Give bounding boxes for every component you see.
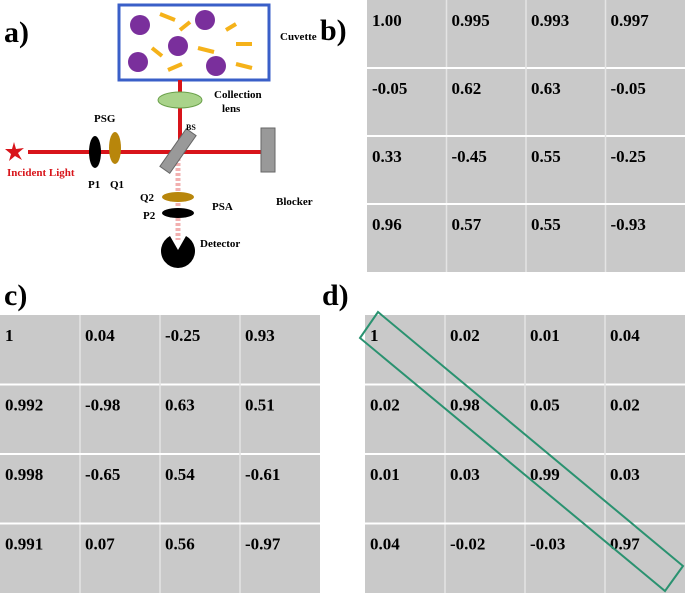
cell: -0.05 [611, 79, 646, 98]
label: P2 [143, 210, 156, 222]
label: BS [186, 123, 196, 132]
cell: 0.99 [530, 465, 560, 484]
cell: 0.02 [450, 326, 480, 345]
panel-label: b) [320, 14, 347, 47]
cell: -0.65 [85, 465, 120, 484]
waveplate [162, 192, 194, 202]
polarizer [162, 208, 194, 218]
cell: 0.01 [530, 326, 560, 345]
cell: -0.97 [245, 535, 281, 554]
beam-splitter [159, 128, 197, 174]
cell: 0.63 [531, 79, 561, 98]
cell: 0.93 [245, 326, 275, 345]
label: PSG [94, 113, 116, 125]
cell: 0.992 [5, 396, 43, 415]
cell: 0.04 [610, 326, 640, 345]
cell: -0.02 [450, 535, 485, 554]
cell: 0.51 [245, 396, 275, 415]
label: Collection [214, 89, 262, 101]
cell: 0.02 [370, 396, 400, 415]
cell: 0.993 [531, 11, 569, 30]
diagonal-highlight [358, 310, 685, 593]
blocker [260, 127, 276, 173]
cell: 0.02 [610, 396, 640, 415]
cell: 0.63 [165, 396, 195, 415]
lens [157, 91, 203, 109]
cell: 0.05 [530, 396, 560, 415]
cell: -0.05 [372, 79, 407, 98]
cell: -0.61 [245, 465, 280, 484]
label: Detector [200, 238, 240, 250]
label: P1 [88, 179, 100, 191]
polarizer [89, 136, 101, 168]
cell: -0.45 [452, 147, 487, 166]
cell: 1.00 [372, 11, 402, 30]
cell: -0.03 [530, 535, 565, 554]
label: lens [222, 103, 241, 115]
panel-label: c) [4, 279, 27, 312]
cell: -0.98 [85, 396, 120, 415]
cell: 0.54 [165, 465, 195, 484]
cell: 0.55 [531, 215, 561, 234]
cell: 1 [5, 326, 14, 345]
cell: 0.04 [85, 326, 115, 345]
cell: 0.995 [452, 11, 490, 30]
panel-label: a) [4, 16, 29, 49]
cell: 0.98 [450, 396, 480, 415]
source [5, 142, 24, 161]
detector [161, 236, 196, 268]
label: Incident Light [7, 167, 75, 179]
cell: 0.03 [610, 465, 640, 484]
cell: 0.62 [452, 79, 482, 98]
cell: 0.991 [5, 535, 43, 554]
label: Q1 [110, 179, 124, 191]
waveplate [109, 132, 121, 164]
cell: 0.33 [372, 147, 402, 166]
cell: -0.93 [611, 215, 646, 234]
cell: 0.04 [370, 535, 400, 554]
label: Blocker [276, 196, 313, 208]
cell: 0.56 [165, 535, 195, 554]
cell: 0.96 [372, 215, 402, 234]
cell: 0.998 [5, 465, 43, 484]
cell: 0.07 [85, 535, 115, 554]
diagram: a) Cuvette Collection lens Incident Ligh… [4, 3, 317, 268]
cell: 1 [370, 326, 379, 345]
panel-label: d) [322, 279, 349, 312]
label: PSA [212, 201, 233, 213]
cell: 0.57 [452, 215, 482, 234]
cell: 0.01 [370, 465, 400, 484]
particles [128, 10, 226, 76]
cell: 0.03 [450, 465, 480, 484]
cell: -0.25 [165, 326, 200, 345]
cell: -0.25 [611, 147, 646, 166]
label: Q2 [140, 192, 155, 204]
cell: 0.997 [611, 11, 650, 30]
rods [150, 12, 253, 72]
cell: 0.55 [531, 147, 561, 166]
cell: 0.97 [610, 535, 640, 554]
label: Cuvette [280, 31, 317, 43]
